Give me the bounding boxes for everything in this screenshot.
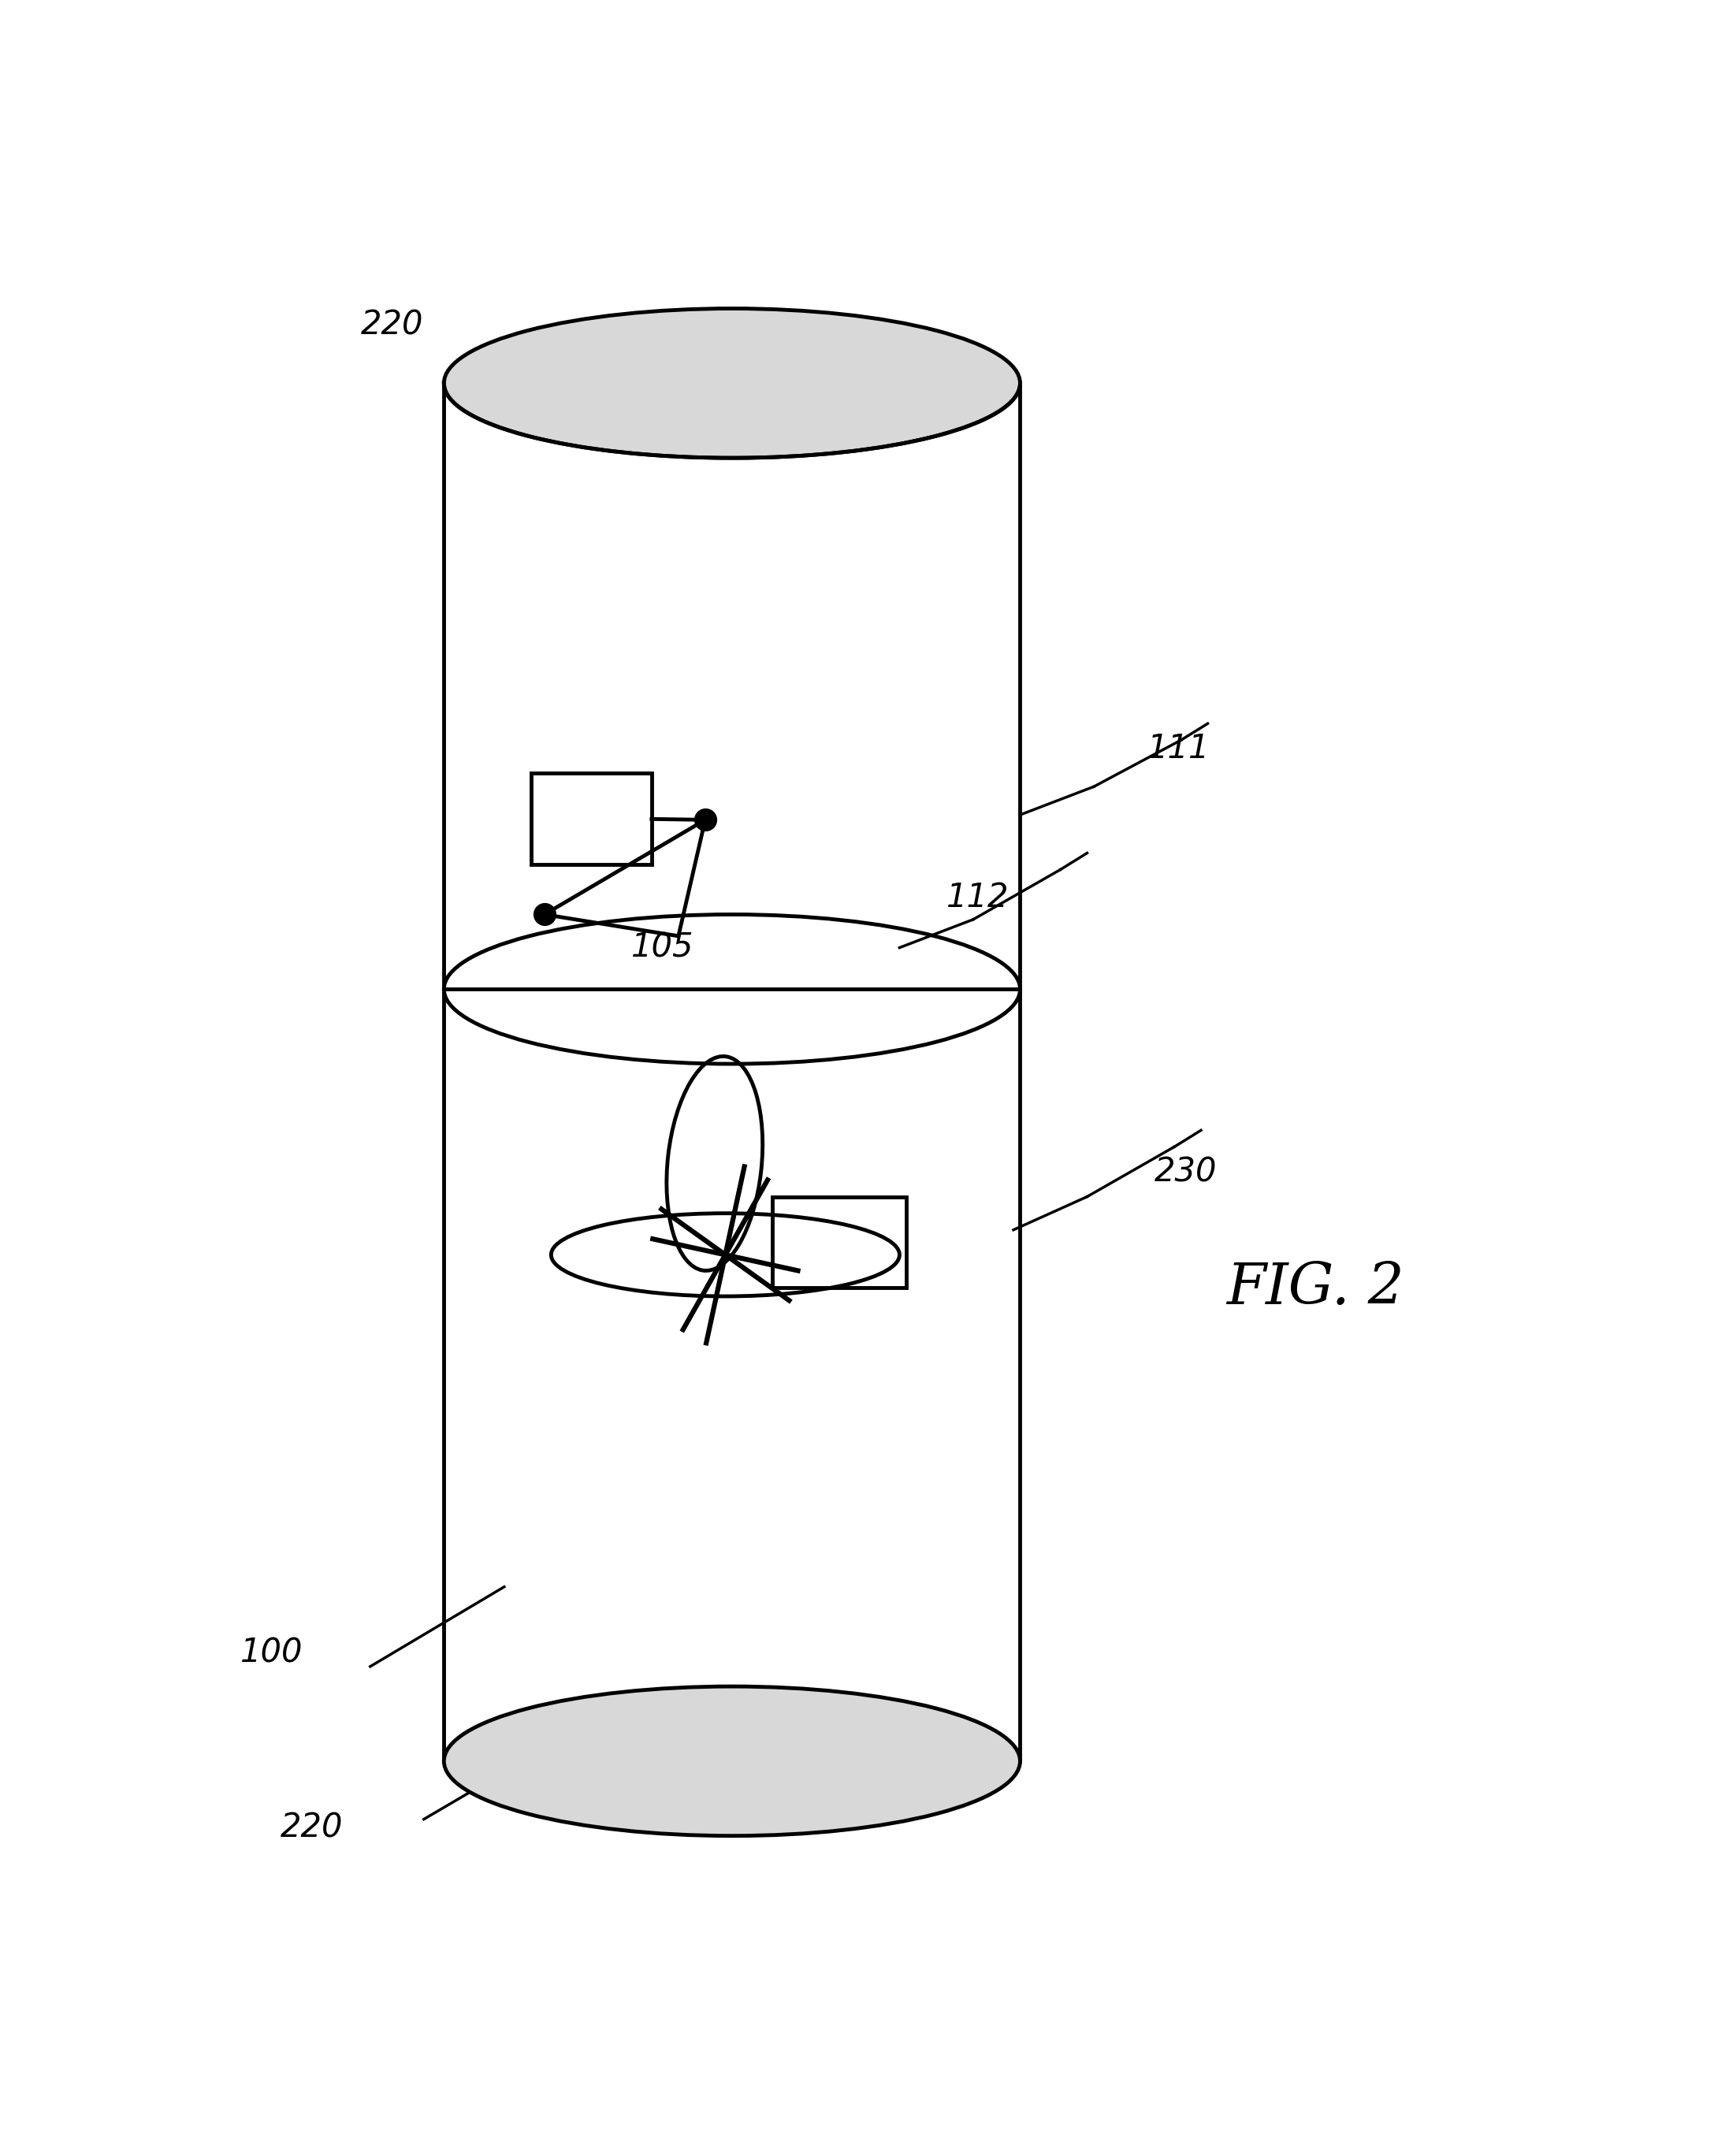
Ellipse shape	[444, 308, 1020, 457]
Text: 105: 105	[631, 931, 693, 964]
Text: 100: 100	[240, 1636, 303, 1669]
Bar	[531, 774, 652, 865]
Text: 112: 112	[946, 882, 1010, 914]
Text: 220: 220	[280, 1811, 344, 1843]
Text: 111: 111	[1148, 731, 1210, 765]
Ellipse shape	[444, 1686, 1020, 1837]
Bar	[773, 1197, 906, 1287]
Text: FIG. 2: FIG. 2	[1226, 1261, 1404, 1315]
Text: 230: 230	[1155, 1156, 1217, 1188]
Text: 220: 220	[361, 308, 424, 341]
